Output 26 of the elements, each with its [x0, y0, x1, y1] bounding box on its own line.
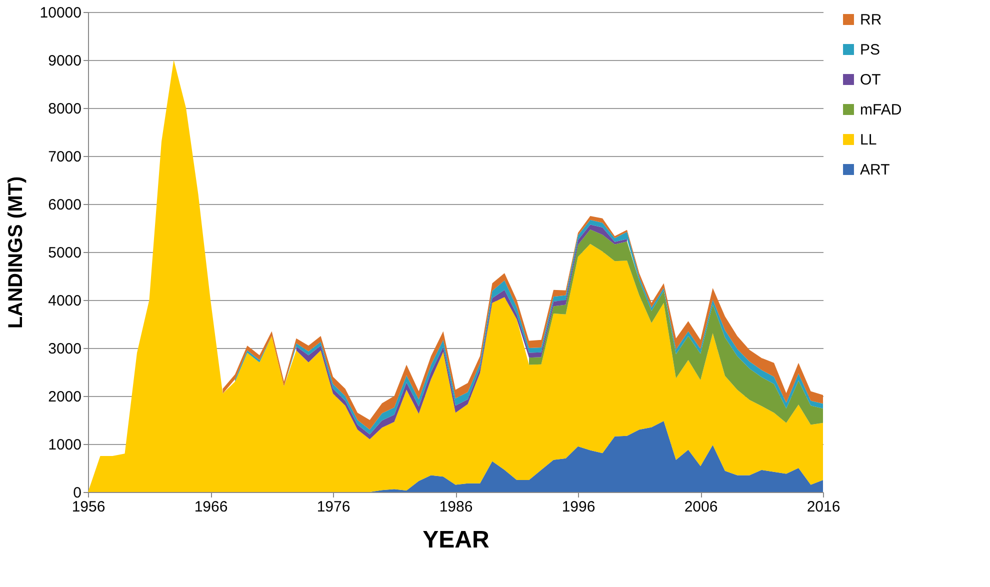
legend-label: mFAD: [860, 102, 902, 118]
y-tick-label: 9000: [48, 52, 82, 70]
y-tick-label: 3000: [48, 340, 82, 358]
x-tick-label: 1976: [316, 498, 350, 516]
x-tick-label: 2016: [806, 498, 840, 516]
x-tick-label: 2006: [684, 498, 718, 516]
x-tick-label: 1986: [439, 498, 473, 516]
x-tick-label: 1996: [562, 498, 596, 516]
y-tick-label: 5000: [48, 244, 82, 262]
legend-label: PS: [860, 42, 880, 58]
y-tick-label: 6000: [48, 196, 82, 214]
legend-label: RR: [860, 12, 882, 28]
y-axis-title: LANDINGS (MT): [4, 176, 27, 329]
y-tick-label: 4000: [48, 292, 82, 310]
legend-label: LL: [860, 132, 877, 148]
legend-label: ART: [860, 162, 890, 178]
y-tick-label: 2000: [48, 388, 82, 406]
y-tick-label: 0: [73, 484, 82, 502]
x-tick-label: 1956: [72, 498, 106, 516]
x-axis-title: YEAR: [422, 526, 490, 554]
y-tick-label: 10000: [40, 4, 82, 22]
x-tick-label: 1966: [194, 498, 228, 516]
legend-label: OT: [860, 72, 881, 88]
y-tick-label: 1000: [48, 436, 82, 454]
y-tick-label: 8000: [48, 100, 82, 118]
y-tick-label: 7000: [48, 148, 82, 166]
